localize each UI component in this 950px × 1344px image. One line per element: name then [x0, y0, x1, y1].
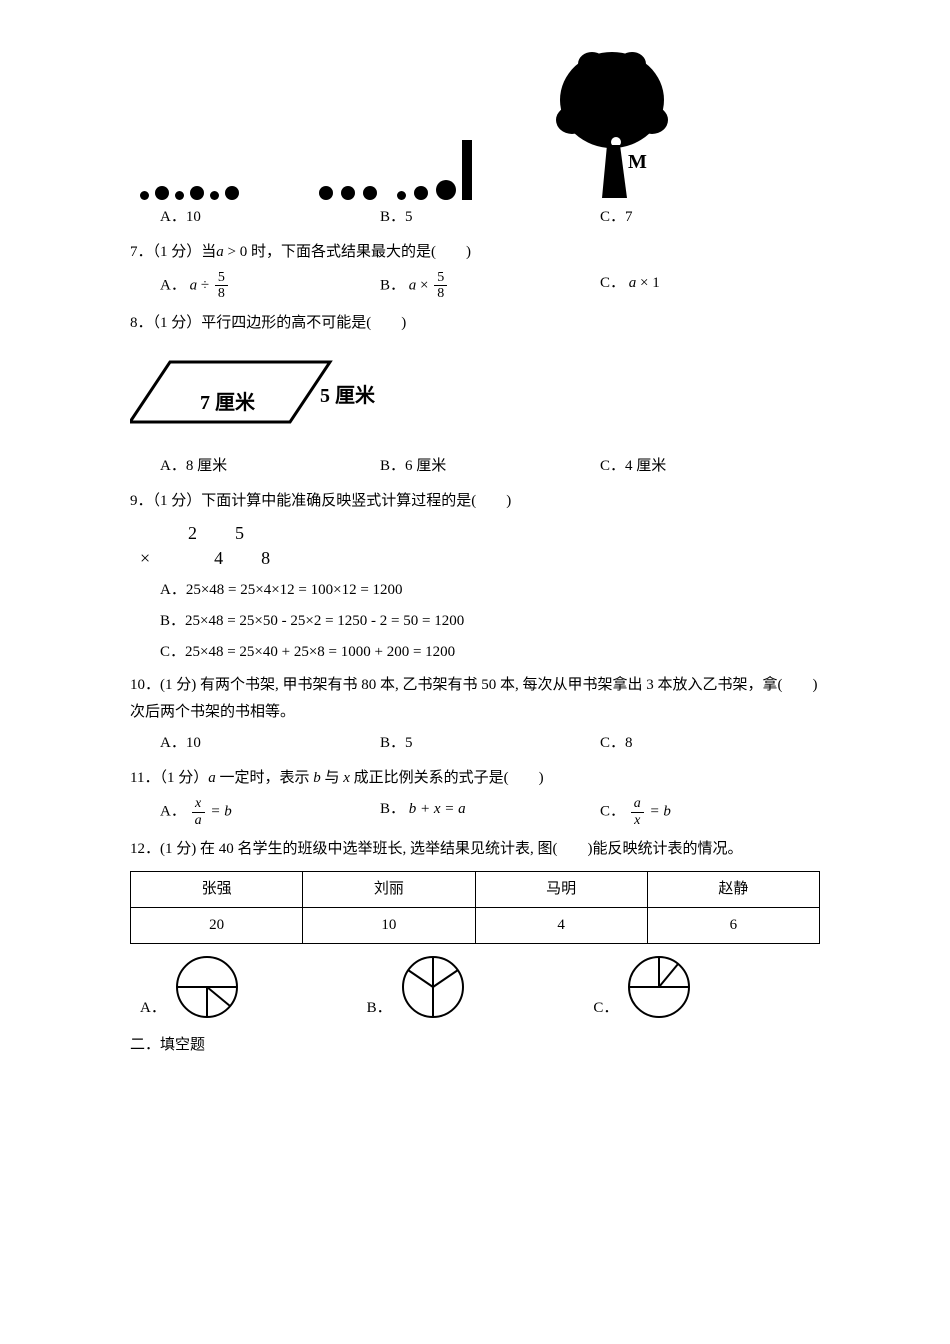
q8: 8．（1 分）平行四边形的高不可能是( ) 7 厘米 5 厘米 A．8 厘米 B…	[130, 310, 820, 480]
table-cell: 10	[303, 907, 475, 943]
q9-option-c: C．25×48 = 25×40 + 25×8 = 1000 + 200 = 12…	[160, 639, 820, 666]
pie-a-icon	[172, 952, 242, 1022]
q9-option-b: B．25×48 = 25×50 - 25×2 = 1250 - 2 = 50 =…	[160, 608, 820, 635]
table-row: 张强 刘丽 马明 赵静	[131, 871, 820, 907]
q8-figure: 7 厘米 5 厘米	[130, 347, 820, 447]
section-2-heading: 二．填空题	[130, 1032, 820, 1059]
q12-option-b: B．	[367, 952, 594, 1022]
q7-option-b: B． a × 58	[380, 270, 600, 302]
q7: 7．（1 分）当a > 0 时，下面各式结果最大的是( ) A． a ÷ 58 …	[130, 239, 820, 302]
table-header: 马明	[475, 871, 647, 907]
q11-option-a: A． xa = b	[160, 796, 380, 828]
q7-option-c: C． a × 1	[600, 270, 820, 302]
q10-option-b: B．5	[380, 730, 600, 757]
q9-vertical-calc: 2 5 × 4 8	[140, 521, 820, 571]
q6-option-b: B．5	[380, 204, 600, 231]
q8-text: 8．（1 分）平行四边形的高不可能是( )	[130, 310, 820, 337]
table-cell: 6	[647, 907, 819, 943]
q8-option-a: A．8 厘米	[160, 453, 380, 480]
table-header: 刘丽	[303, 871, 475, 907]
q10-option-a: A．10	[160, 730, 380, 757]
q12-pie-options: A． B． C．	[140, 952, 820, 1022]
q11-option-c: C． ax = b	[600, 796, 820, 828]
table-cell: 4	[475, 907, 647, 943]
q11-text: 11．（1 分）a 一定时，表示 b 与 x 成正比例关系的式子是( )	[130, 765, 820, 792]
q6-option-a: A．10	[160, 204, 380, 231]
q6-figure: M	[140, 50, 820, 200]
q9: 9．（1 分）下面计算中能准确反映竖式计算过程的是( ) 2 5 × 4 8 A…	[130, 488, 820, 666]
q9-text: 9．（1 分）下面计算中能准确反映竖式计算过程的是( )	[130, 488, 820, 515]
table-header: 张强	[131, 871, 303, 907]
tree-label-m: M	[628, 151, 647, 173]
q9-option-a: A．25×48 = 25×4×12 = 100×12 = 1200	[160, 577, 820, 604]
table-header: 赵静	[647, 871, 819, 907]
table-row: 20 10 4 6	[131, 907, 820, 943]
q6-options: A．10 B．5 C．7	[160, 204, 820, 231]
q7-text: 7．（1 分）当a > 0 时，下面各式结果最大的是( )	[130, 239, 820, 266]
q12-option-a: A．	[140, 952, 367, 1022]
table-cell: 20	[131, 907, 303, 943]
q6-option-c: C．7	[600, 204, 820, 231]
q6-tree: M	[552, 50, 672, 200]
pie-c-icon	[624, 952, 694, 1022]
q12-text: 12．(1 分) 在 40 名学生的班级中选举班长, 选举结果见统计表, 图( …	[130, 836, 820, 863]
q12: 12．(1 分) 在 40 名学生的班级中选举班长, 选举结果见统计表, 图( …	[130, 836, 820, 1022]
q8-side-label: 5 厘米	[320, 384, 376, 407]
q10-text: 10．(1 分) 有两个书架, 甲书架有书 80 本, 乙书架有书 50 本, …	[130, 672, 820, 726]
pie-b-icon	[398, 952, 468, 1022]
q8-base-label: 7 厘米	[200, 391, 256, 414]
q12-option-c: C．	[593, 952, 820, 1022]
q10: 10．(1 分) 有两个书架, 甲书架有书 80 本, 乙书架有书 50 本, …	[130, 672, 820, 757]
q11-option-b: B． b + x = a	[380, 796, 600, 828]
q8-option-c: C．4 厘米	[600, 453, 820, 480]
q12-table: 张强 刘丽 马明 赵静 20 10 4 6	[130, 871, 820, 944]
q6-shadows-a	[140, 186, 239, 200]
q10-option-c: C．8	[600, 730, 820, 757]
q6-shadows-b	[319, 140, 472, 200]
q9-options: A．25×48 = 25×4×12 = 100×12 = 1200 B．25×4…	[160, 577, 820, 666]
q11: 11．（1 分）a 一定时，表示 b 与 x 成正比例关系的式子是( ) A． …	[130, 765, 820, 828]
q7-option-a: A． a ÷ 58	[160, 270, 380, 302]
q8-option-b: B．6 厘米	[380, 453, 600, 480]
